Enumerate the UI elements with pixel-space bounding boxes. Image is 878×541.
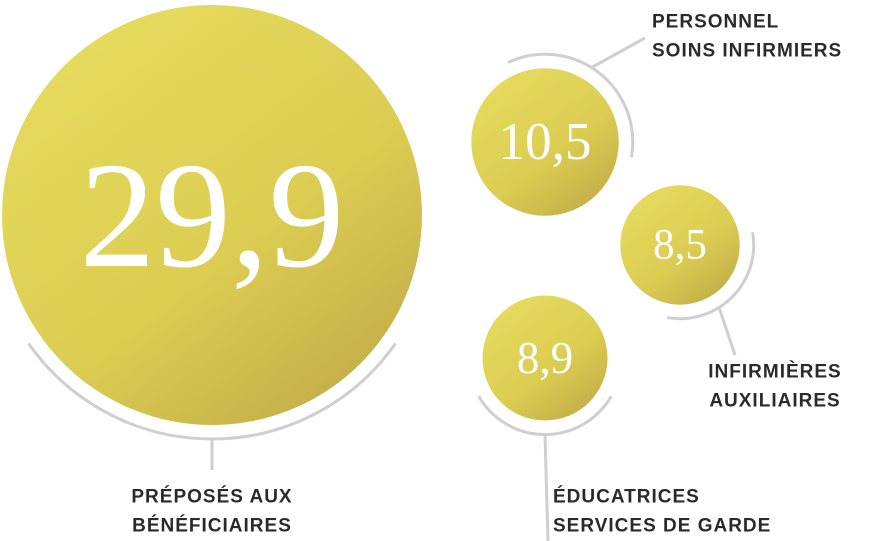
category-label: PERSONNEL xyxy=(652,12,779,33)
category-label: SOINS INFIRMIERS xyxy=(652,41,842,62)
connector xyxy=(543,434,550,541)
bubble xyxy=(620,185,740,305)
value-label: 10,5 xyxy=(499,113,592,171)
category-label: BÉNÉFICIAIRES xyxy=(132,515,292,537)
bubble-arc xyxy=(27,342,397,441)
category-label: AUXILIAIRES xyxy=(709,391,840,412)
category-label: ÉDUCATRICES xyxy=(553,486,700,508)
bubble-arc xyxy=(477,395,613,437)
connector xyxy=(590,36,646,69)
value-label: 8,5 xyxy=(653,222,707,269)
value-label: 8,9 xyxy=(517,333,573,383)
category-label: INFIRMIÈRES xyxy=(708,361,841,383)
category-label: SERVICES DE GARDE xyxy=(553,516,771,537)
bubble xyxy=(471,68,619,216)
bubble xyxy=(2,5,422,425)
bubble-arc xyxy=(507,52,635,158)
connector xyxy=(717,307,737,356)
value-label: 29,9 xyxy=(80,131,345,299)
category-label: PRÉPOSÉS AUX xyxy=(131,486,292,508)
bubble-arc xyxy=(666,231,756,321)
bubble xyxy=(482,295,608,421)
